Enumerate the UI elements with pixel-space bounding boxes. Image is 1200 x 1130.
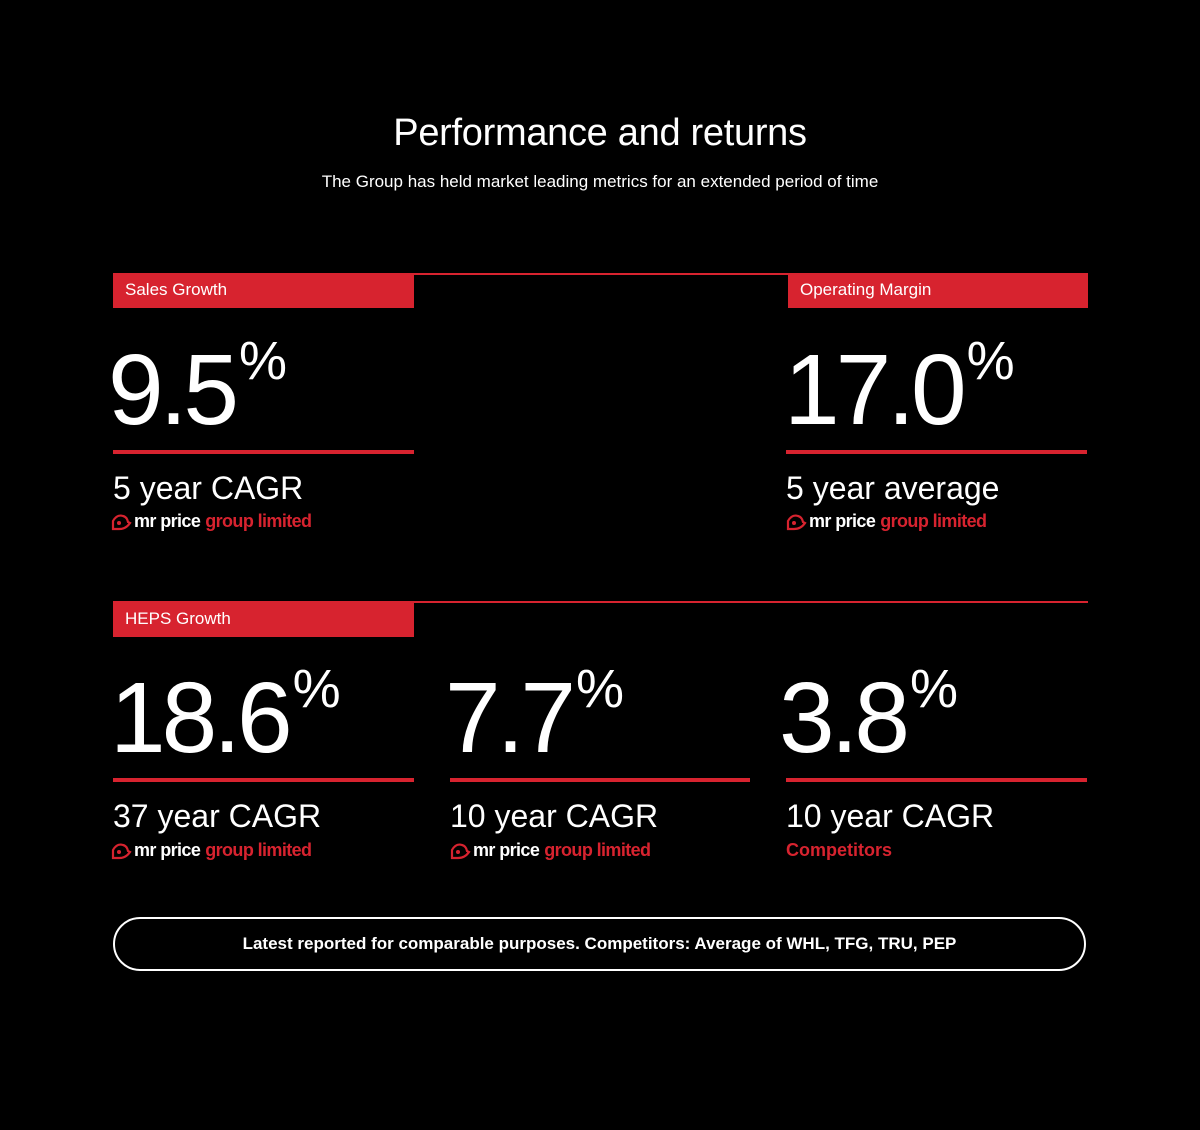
brand-name-primary: mr price: [809, 511, 876, 531]
competitors-source-label: Competitors: [786, 840, 893, 860]
heps-number-competitors: 3.8: [779, 662, 910, 774]
sales-growth-value: 9.5%: [108, 334, 287, 440]
heps-value-competitors: 3.8%: [779, 662, 958, 768]
heps-unit-competitors: %: [910, 659, 959, 719]
heps-number-37yr: 18.6: [110, 662, 293, 774]
shopping-bag-logo-icon: [111, 513, 132, 530]
footnote-box: Latest reported for comparable purposes.…: [113, 917, 1086, 971]
section-divider-bottom: [113, 601, 1088, 603]
brand-name-secondary: group limited: [544, 840, 651, 860]
page-subtitle: The Group has held market leading metric…: [321, 172, 879, 191]
heps-unit-37yr: %: [292, 659, 341, 719]
brand-logo: mr price group limited: [110, 840, 312, 861]
operating-margin-label: Operating Margin: [788, 273, 1088, 308]
brand-name-secondary: group limited: [205, 840, 312, 860]
sales-growth-caption: 5 year CAGR: [113, 470, 304, 506]
heps-number-10yr: 7.7: [445, 662, 576, 774]
brand-name-primary: mr price: [473, 840, 540, 860]
brand-name-secondary: group limited: [205, 511, 312, 531]
brand-logo: mr price group limited: [449, 840, 651, 861]
heps-rule-10yr: [450, 778, 750, 782]
brand-name-primary: mr price: [134, 511, 201, 531]
page-title: Performance and returns: [393, 112, 807, 154]
heps-value-10yr: 7.7%: [445, 662, 624, 768]
brand-name-primary: mr price: [134, 840, 201, 860]
operating-margin-number: 17.0: [784, 334, 967, 446]
footnote-text: Latest reported for comparable purposes.…: [242, 934, 957, 953]
heps-caption-competitors: 10 year CAGR: [786, 798, 995, 834]
heps-unit-10yr: %: [576, 659, 625, 719]
heps-value-37yr: 18.6%: [110, 662, 341, 768]
shopping-bag-logo-icon: [786, 513, 807, 530]
heps-growth-label: HEPS Growth: [113, 602, 414, 637]
section-divider-top: [113, 273, 1088, 275]
brand-logo: mr price group limited: [110, 511, 312, 532]
brand-name-secondary: group limited: [880, 511, 987, 531]
brand-logo: mr price group limited: [785, 511, 987, 532]
sales-growth-unit: %: [239, 331, 288, 391]
sales-growth-rule: [113, 450, 414, 454]
operating-margin-caption: 5 year average: [786, 470, 1000, 506]
heps-caption-37yr: 37 year CAGR: [113, 798, 322, 834]
operating-margin-rule: [786, 450, 1087, 454]
operating-margin-unit: %: [966, 331, 1015, 391]
shopping-bag-logo-icon: [111, 842, 132, 859]
shopping-bag-logo-icon: [450, 842, 471, 859]
sales-growth-number: 9.5: [108, 334, 239, 446]
heps-caption-10yr: 10 year CAGR: [450, 798, 659, 834]
sales-growth-label: Sales Growth: [113, 273, 414, 308]
heps-rule-37yr: [113, 778, 414, 782]
heps-rule-competitors: [786, 778, 1087, 782]
operating-margin-value: 17.0%: [784, 334, 1015, 440]
